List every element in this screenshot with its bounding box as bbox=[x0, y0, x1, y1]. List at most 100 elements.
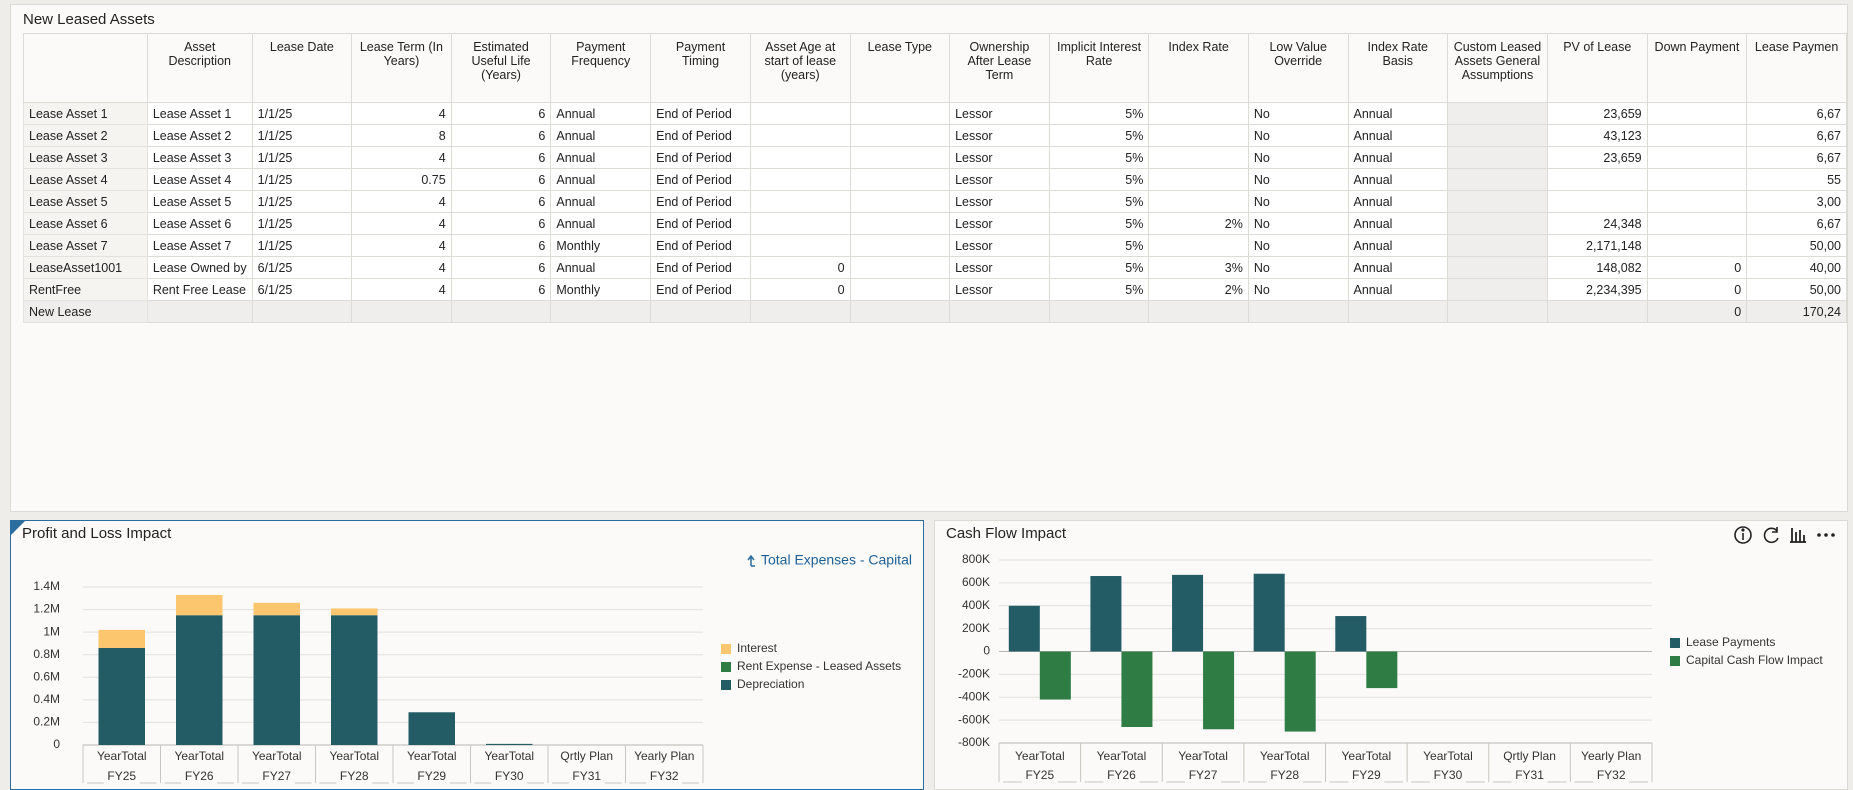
table-cell bbox=[1546, 190, 1648, 213]
table-cell: Lease Asset 6 bbox=[146, 212, 253, 235]
y-tick-label: 1.2M bbox=[33, 602, 60, 616]
table-cell: 6 bbox=[450, 168, 552, 191]
x-tick-label: Yearly Plan bbox=[1581, 749, 1641, 763]
table-cell: 6,67 bbox=[1746, 124, 1847, 147]
table-cell: End of Period bbox=[650, 278, 751, 301]
row-header: Lease Asset 4 bbox=[23, 168, 148, 191]
table-cell bbox=[1447, 102, 1548, 125]
table-row: Lease Asset 7 Lease Asset 7 1/1/25 4 6 Monthl… bbox=[23, 234, 1847, 257]
bar bbox=[176, 615, 223, 745]
table-cell bbox=[650, 300, 751, 323]
row-header: Lease Asset 2 bbox=[23, 124, 148, 147]
table-cell: 5% bbox=[1048, 256, 1150, 279]
table-cell bbox=[949, 300, 1050, 323]
y-tick-label: 0.2M bbox=[33, 715, 60, 729]
table-cell: 50,00 bbox=[1746, 234, 1847, 257]
refresh-icon[interactable] bbox=[1763, 527, 1779, 544]
y-tick-label: 0 bbox=[983, 644, 990, 658]
chart-type-icon[interactable] bbox=[1790, 528, 1806, 543]
x-tick-label: YearTotal bbox=[407, 749, 457, 763]
table-cell: No bbox=[1247, 234, 1349, 257]
bar bbox=[1203, 651, 1235, 730]
table-cell: 0 bbox=[1646, 300, 1748, 323]
bar bbox=[176, 594, 223, 616]
table-cell: End of Period bbox=[650, 168, 751, 191]
table-cell bbox=[749, 168, 851, 191]
table-cell: 43,123 bbox=[1546, 124, 1648, 147]
y-tick-label: -400K bbox=[958, 689, 990, 703]
y-tick-label: -200K bbox=[958, 667, 990, 681]
column-header: Ownership After Lease Term bbox=[949, 33, 1050, 103]
x-group-label: FY31 bbox=[572, 769, 601, 783]
y-tick-label: 0 bbox=[53, 737, 60, 751]
table-cell: 5% bbox=[1048, 168, 1150, 191]
table-cell: 6 bbox=[450, 212, 552, 235]
y-tick-label: 1.4M bbox=[33, 579, 60, 593]
row-header: Lease Asset 6 bbox=[23, 212, 148, 235]
column-header: Asset Description bbox=[146, 33, 253, 103]
table-cell: 3% bbox=[1148, 256, 1249, 279]
table-cell: 1/1/25 bbox=[251, 168, 353, 191]
y-tick-label: 0.4M bbox=[33, 692, 60, 706]
table-cell: 2% bbox=[1148, 278, 1249, 301]
legend-label: Depreciation bbox=[737, 677, 804, 691]
x-group-label: FY28 bbox=[1270, 768, 1299, 782]
table-cell bbox=[849, 300, 951, 323]
column-header: Low Value Override bbox=[1247, 33, 1349, 103]
y-tick-label: 800K bbox=[962, 552, 990, 566]
assets-panel: New Leased Assets Asset Description Lease… bbox=[10, 4, 1848, 512]
table-cell: Lessor bbox=[949, 212, 1050, 235]
table-cell: 6,67 bbox=[1746, 212, 1847, 235]
y-tick-label: -600K bbox=[958, 712, 990, 726]
table-row: Lease Asset 4 Lease Asset 4 1/1/25 0.75 6 Ann… bbox=[23, 168, 1847, 191]
table-cell bbox=[550, 300, 652, 323]
table-cell: 170,24 bbox=[1746, 300, 1847, 323]
info-icon[interactable] bbox=[1734, 526, 1752, 544]
table-cell: 50,00 bbox=[1746, 278, 1847, 301]
table-cell: 6 bbox=[450, 146, 552, 169]
x-tick-label: YearTotal bbox=[329, 749, 379, 763]
table-row: Lease Asset 6 Lease Asset 6 1/1/25 4 6 Annual… bbox=[23, 212, 1847, 235]
table-cell: 6 bbox=[450, 234, 552, 257]
table-cell: Lessor bbox=[949, 102, 1050, 125]
table-cell bbox=[1247, 300, 1349, 323]
table-cell bbox=[1447, 190, 1548, 213]
bar bbox=[331, 608, 378, 616]
bar bbox=[1253, 573, 1285, 652]
table-cell bbox=[251, 300, 353, 323]
table-cell bbox=[1646, 234, 1748, 257]
x-tick-label: YearTotal bbox=[1423, 749, 1473, 763]
table-cell: 1/1/25 bbox=[251, 146, 353, 169]
x-group-label: FY30 bbox=[1434, 768, 1463, 782]
table-cell: 4 bbox=[351, 190, 452, 213]
table-cell: 5% bbox=[1048, 278, 1150, 301]
assets-table: Asset Description Lease Date Lease Term (I… bbox=[23, 33, 1847, 323]
x-tick-label: YearTotal bbox=[97, 749, 147, 763]
x-group-label: FY25 bbox=[107, 769, 136, 783]
table-cell: Annual bbox=[1347, 256, 1449, 279]
x-group-label: FY26 bbox=[185, 769, 214, 783]
table-cell bbox=[1148, 300, 1249, 323]
bar bbox=[253, 615, 300, 745]
table-row: Lease Asset 3 Lease Asset 3 1/1/25 4 6 Annual… bbox=[23, 146, 1847, 169]
table-cell: Annual bbox=[550, 102, 652, 125]
more-icon[interactable] bbox=[1817, 533, 1835, 537]
table-cell: No bbox=[1247, 146, 1349, 169]
table-cell: 23,659 bbox=[1546, 146, 1648, 169]
table-cell bbox=[1148, 168, 1249, 191]
chart-title: Cash Flow Impact bbox=[946, 525, 1067, 542]
x-group-label: FY26 bbox=[1107, 768, 1136, 782]
table-cell: 6 bbox=[450, 190, 552, 213]
column-header: Asset Age at start of lease (years) bbox=[749, 33, 851, 103]
y-tick-label: -800K bbox=[958, 735, 990, 749]
drill-icon[interactable] bbox=[747, 554, 755, 567]
legend-swatch bbox=[1670, 656, 1680, 666]
column-header: Lease Date bbox=[251, 33, 353, 103]
table-cell bbox=[1546, 300, 1648, 323]
table-cell bbox=[849, 146, 951, 169]
sheet: Asset Description Lease Date Lease Term (I… bbox=[23, 33, 1847, 323]
table-cell: 0 bbox=[1646, 278, 1748, 301]
table-cell bbox=[1447, 300, 1548, 323]
